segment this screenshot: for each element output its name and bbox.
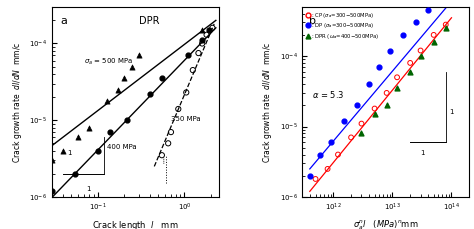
Point — [417, 54, 424, 58]
Point — [195, 51, 202, 55]
Text: a: a — [61, 16, 67, 26]
Point — [424, 8, 432, 12]
Point — [406, 61, 414, 65]
Point — [383, 104, 391, 107]
Text: $\sigma_a$ = 500 MPa: $\sigma_a$ = 500 MPa — [84, 57, 133, 67]
Text: 350 MPa: 350 MPa — [171, 116, 200, 122]
Point — [353, 104, 361, 107]
Point — [442, 23, 449, 26]
Point — [174, 107, 182, 111]
Point — [430, 40, 438, 44]
Point — [128, 65, 136, 68]
Point — [324, 167, 331, 171]
X-axis label: $\sigma_a^n l$   $(MPa)^n$mm: $\sigma_a^n l$ $(MPa)^n$mm — [353, 219, 419, 229]
Point — [386, 49, 393, 52]
Point — [406, 70, 414, 74]
Point — [383, 91, 391, 95]
Point — [158, 153, 165, 157]
Point — [365, 82, 373, 86]
Legend: : CP ($\sigma_a$=300$-$500MPa), : DP ($\sigma_a$=300$-$500MPa), : DPR ($\omega_a: : CP ($\sigma_a$=300$-$500MPa), : DP ($\… — [305, 10, 381, 42]
Point — [340, 119, 347, 123]
Point — [334, 153, 342, 156]
Text: 1: 1 — [449, 109, 453, 115]
Point — [347, 136, 355, 139]
Point — [48, 189, 56, 193]
Point — [317, 153, 324, 156]
Point — [189, 68, 197, 72]
Point — [146, 92, 154, 96]
Y-axis label: Crack growth rate  $dl$/$dN$  mm/c: Crack growth rate $dl$/$dN$ mm/c — [11, 41, 24, 163]
Point — [114, 88, 121, 92]
Point — [209, 26, 216, 30]
Point — [312, 177, 319, 181]
Point — [164, 142, 172, 145]
Point — [158, 77, 165, 80]
Point — [94, 149, 101, 153]
Point — [124, 118, 131, 122]
Text: b: b — [309, 16, 316, 26]
Point — [198, 28, 206, 32]
Point — [393, 86, 401, 90]
Point — [371, 107, 378, 110]
Point — [393, 76, 401, 79]
Point — [327, 140, 334, 144]
Point — [306, 174, 314, 177]
Point — [74, 135, 82, 139]
Point — [182, 91, 190, 94]
Point — [198, 38, 206, 42]
Text: 1: 1 — [420, 150, 425, 155]
Point — [442, 26, 449, 30]
Point — [85, 126, 93, 129]
Point — [417, 49, 424, 52]
Point — [167, 130, 175, 134]
Point — [59, 149, 67, 153]
Point — [205, 28, 212, 32]
Text: $\alpha$ = 5.3: $\alpha$ = 5.3 — [312, 89, 345, 100]
Point — [203, 33, 210, 37]
Text: 1: 1 — [87, 186, 91, 192]
Point — [120, 77, 128, 80]
Point — [375, 65, 383, 69]
Point — [198, 42, 206, 45]
Text: 400 MPa: 400 MPa — [107, 144, 137, 150]
Text: 1: 1 — [67, 150, 72, 156]
X-axis label: Crack length  $l$   mm: Crack length $l$ mm — [92, 219, 179, 229]
Point — [412, 21, 419, 24]
Point — [107, 130, 114, 134]
Point — [430, 33, 438, 37]
Point — [371, 112, 378, 116]
Y-axis label: Crack growth rate  $dl$/$dN$  mm/c: Crack growth rate $dl$/$dN$ mm/c — [261, 41, 274, 163]
Point — [184, 54, 192, 57]
Point — [135, 54, 143, 57]
Point — [71, 172, 79, 176]
Point — [399, 33, 407, 37]
Point — [104, 99, 111, 102]
Point — [48, 158, 56, 162]
Point — [358, 131, 365, 135]
Point — [358, 122, 365, 125]
Text: DPR: DPR — [139, 16, 159, 26]
